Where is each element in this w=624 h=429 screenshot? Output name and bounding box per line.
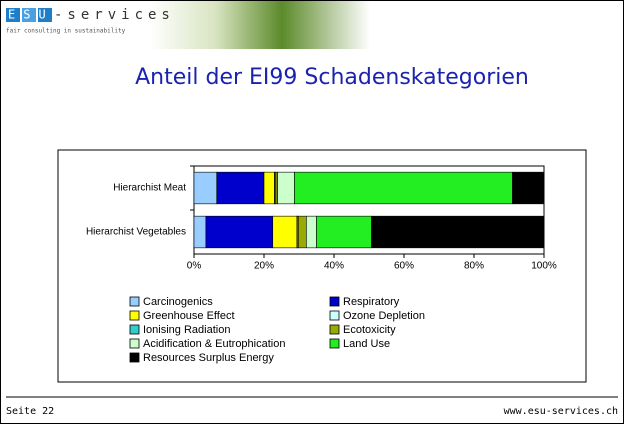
bar-segment xyxy=(206,216,273,248)
x-tick-label: 100% xyxy=(531,261,557,272)
legend-swatch xyxy=(130,325,139,334)
legend-swatch xyxy=(130,339,139,348)
x-tick-label: 60% xyxy=(394,261,414,272)
bar-segment xyxy=(194,216,206,248)
tagline: fair consulting in sustainability xyxy=(6,28,126,35)
y-tick-label: Hierarchist Meat xyxy=(113,183,186,194)
page-number: Seite 22 xyxy=(6,406,54,417)
bar-segment xyxy=(264,172,275,204)
legend-label: Acidification & Eutrophication xyxy=(143,338,285,350)
x-tick-label: 40% xyxy=(324,261,344,272)
x-tick-label: 20% xyxy=(254,261,274,272)
legend-label: Ecotoxicity xyxy=(343,324,396,336)
legend-label: Land Use xyxy=(343,338,390,350)
legend-label: Ozone Depletion xyxy=(343,310,425,322)
bar-segment xyxy=(371,216,544,248)
bar-segment xyxy=(217,172,264,204)
x-tick-label: 0% xyxy=(187,261,202,272)
bar-segment xyxy=(278,172,295,204)
y-tick-label: Hierarchist Vegetables xyxy=(86,227,186,238)
bar-segment xyxy=(194,172,217,204)
logo: ESU xyxy=(8,8,54,22)
legend-swatch xyxy=(330,339,339,348)
slide: ESU -services fair consulting in sustain… xyxy=(0,0,624,424)
legend-swatch xyxy=(130,353,139,362)
bar-segment xyxy=(317,216,372,248)
legend-label: Greenhouse Effect xyxy=(143,310,235,322)
legend-swatch xyxy=(130,297,139,306)
bar-segment xyxy=(294,172,512,204)
legend-swatch xyxy=(330,311,339,320)
footer-url: www.esu-services.ch xyxy=(504,406,618,417)
bar-segment xyxy=(306,216,316,248)
legend-label: Resources Surplus Energy xyxy=(143,352,274,364)
slide-title: Anteil der EI99 Schadenskategorien xyxy=(135,65,529,90)
legend-swatch xyxy=(330,325,339,334)
header-image xyxy=(150,1,370,49)
logo-suffix: -services xyxy=(54,7,175,23)
bar-segment xyxy=(273,216,297,248)
x-tick-label: 80% xyxy=(464,261,484,272)
legend-label: Carcinogenics xyxy=(143,296,213,308)
legend-label: Ionising Radiation xyxy=(143,324,230,336)
legend-swatch xyxy=(130,311,139,320)
bar-segment xyxy=(298,216,306,248)
bar-segment xyxy=(513,172,545,204)
legend-swatch xyxy=(330,297,339,306)
legend-label: Respiratory xyxy=(343,296,400,308)
